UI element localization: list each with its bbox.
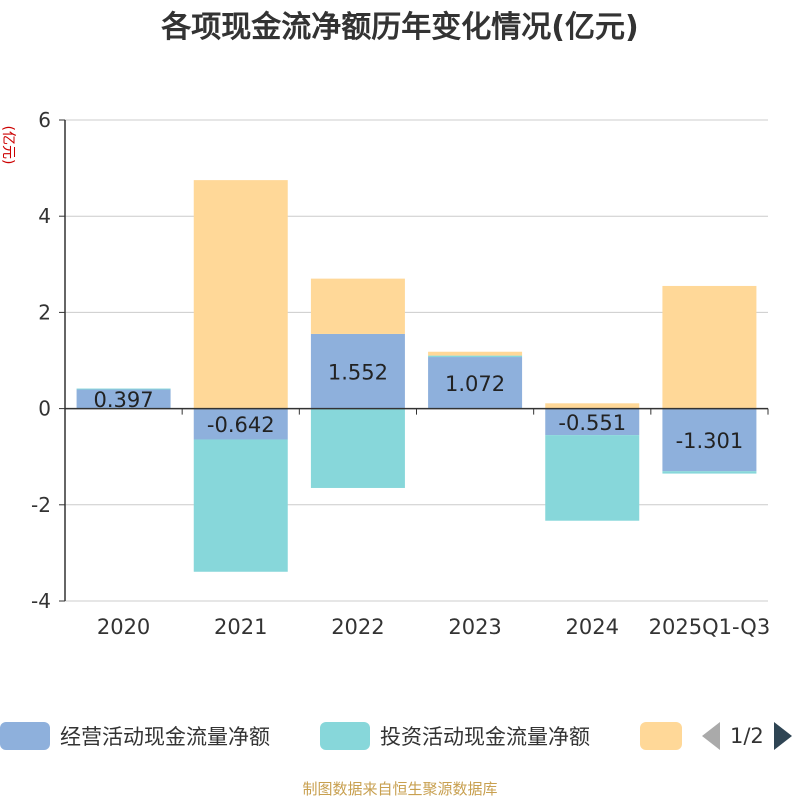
y-tick-label: -4 — [31, 589, 51, 613]
legend-next-icon[interactable] — [773, 722, 792, 750]
bar-series2-2023 — [428, 351, 523, 356]
bar-series2-2022 — [310, 278, 405, 334]
data-label-2023: 1.072 — [445, 372, 505, 396]
x-tick-label-2023: 2023 — [448, 615, 501, 639]
bar-series0-2022 — [310, 333, 405, 409]
legend-swatch-investing — [320, 722, 370, 750]
bar-series1-2020 — [76, 388, 171, 390]
legend-swatch-operating — [0, 722, 50, 750]
data-label-2020: 0.397 — [94, 388, 154, 412]
bar-series1-2023 — [428, 355, 523, 358]
legend: 经营活动现金流量净额 投资活动现金流量净额 1/2 — [0, 716, 800, 756]
bar-series0-2020 — [76, 389, 171, 409]
data-label-2022: 1.552 — [328, 360, 388, 384]
bar-series0-2023 — [428, 357, 523, 409]
x-tick-label-2020: 2020 — [97, 615, 150, 639]
bar-series0-2021 — [193, 408, 288, 440]
bar-series0-2025Q1-Q3 — [662, 408, 757, 472]
bar-series1-2024 — [545, 435, 640, 521]
chart-canvas: (亿元) -4 -2 0 2 4 6 0.397 -0.642 1.552 1.072 -0.551 -… — [0, 108, 771, 639]
y-tick-label: -2 — [31, 493, 51, 517]
bar-series2-2024 — [545, 403, 640, 409]
source-note: 制图数据来自恒生聚源数据库 — [302, 780, 498, 798]
legend-item-operating[interactable]: 经营活动现金流量净额 — [0, 716, 270, 756]
y-axis-label: (亿元) — [0, 126, 16, 165]
data-label-2024: -0.551 — [558, 411, 626, 435]
x-tick-label-2021: 2021 — [214, 615, 267, 639]
legend-page-number: 1/2 — [730, 724, 764, 748]
legend-swatch-financing — [640, 722, 682, 750]
bar-series2-2021 — [193, 180, 288, 409]
y-tick-label: 0 — [38, 397, 51, 421]
bar-series1-2025Q1-Q3 — [662, 471, 757, 474]
x-tick-label-2024: 2024 — [566, 615, 619, 639]
bar-series1-2022 — [310, 408, 405, 488]
y-tick-label: 2 — [38, 300, 51, 324]
chart-title: 各项现金流净额历年变化情况(亿元) — [161, 10, 639, 45]
legend-item-investing[interactable]: 投资活动现金流量净额 — [320, 716, 590, 756]
y-tick-label: 4 — [38, 204, 51, 228]
x-tick-label-2025Q1-Q3: 2025Q1-Q3 — [649, 615, 771, 639]
x-tick-label-2022: 2022 — [331, 615, 384, 639]
legend-item-financing[interactable] — [640, 716, 682, 756]
legend-label-operating: 经营活动现金流量净额 — [60, 725, 270, 749]
y-tick-label: 6 — [38, 108, 51, 132]
bar-series2-2025Q1-Q3 — [662, 285, 757, 409]
legend-label-investing: 投资活动现金流量净额 — [380, 725, 590, 749]
bar-series0-2024 — [545, 408, 640, 436]
data-label-2021: -0.642 — [207, 413, 275, 437]
data-label-2025Q1-Q3: -1.301 — [676, 429, 744, 453]
legend-prev-icon[interactable] — [702, 722, 720, 750]
legend-pager: 1/2 — [702, 716, 792, 756]
bar-series1-2021 — [193, 439, 288, 572]
